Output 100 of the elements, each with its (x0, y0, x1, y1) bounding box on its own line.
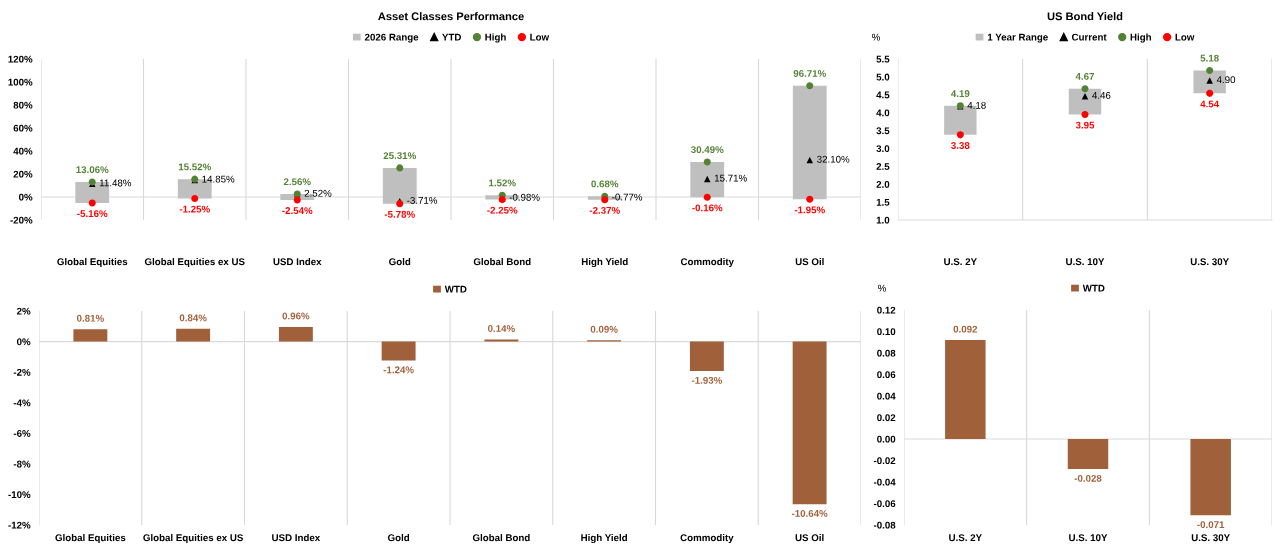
x-tick-label: Gold (387, 534, 410, 542)
y-tick-label: 120% (8, 55, 33, 63)
y-tick-label: 2% (16, 307, 31, 315)
data-label: -10.64% (791, 510, 828, 517)
x-tick-label: High Yield (581, 534, 627, 544)
y-tick-label: 4.5 (876, 91, 890, 99)
data-label: 0.14% (487, 325, 515, 332)
data-label: 14.85% (202, 175, 235, 183)
data-label: 4.54 (1200, 100, 1220, 108)
data-label: 15.71% (714, 174, 747, 182)
y-tick-label: 0% (19, 193, 33, 201)
data-label: 96.71% (793, 70, 826, 77)
data-label: -0.77% (612, 193, 643, 201)
point (191, 194, 199, 202)
point (396, 164, 404, 172)
point (703, 158, 711, 166)
y-tick-label: -6% (13, 430, 31, 437)
point (1206, 77, 1213, 84)
y-tick-label: -0.02 (873, 457, 896, 465)
y-tick-label: 5.0 (876, 73, 890, 81)
point (1206, 66, 1214, 74)
bar (484, 339, 519, 342)
y-tick-label: 0.06 (877, 371, 896, 379)
data-label: -3.71% (407, 196, 438, 204)
x-tick-label: U.S. 30Y (1190, 258, 1229, 266)
y-tick-label: 0.00 (877, 435, 896, 443)
x-tick-label: High Yield (581, 258, 628, 268)
data-label: 4.67 (1075, 72, 1095, 80)
data-label: 0.96% (282, 312, 310, 320)
x-tick-label: Global Bond (473, 258, 531, 266)
legend-label: WTD (444, 285, 467, 293)
data-label: 30.49% (690, 146, 724, 154)
y-tick-label: -8% (13, 460, 31, 468)
data-label: -1.95% (794, 206, 825, 214)
y-tick-label: 40% (13, 147, 33, 155)
legend-label: Low (1175, 33, 1195, 41)
data-label: 3.95 (1075, 121, 1095, 129)
data-label: 15.52% (178, 163, 211, 171)
point (956, 131, 964, 139)
data-label: -5.16% (77, 210, 108, 218)
chart-title: Asset Classes Performance (378, 12, 524, 21)
y-tick-label: 0.02 (877, 414, 896, 422)
point (1081, 110, 1089, 118)
data-label: 4.18 (967, 101, 986, 109)
y-tick-label: 2.5 (876, 163, 890, 170)
point (293, 196, 301, 204)
data-label: 4.19 (951, 90, 970, 97)
legend-label: Low (530, 33, 550, 41)
y-tick-label: 2.0 (876, 180, 890, 188)
bar (73, 329, 108, 342)
x-tick-label: U.S. 2Y (949, 534, 982, 542)
point (1206, 89, 1214, 97)
x-tick-label: Global Equities ex US (143, 534, 243, 544)
data-label: 11.48% (99, 179, 132, 187)
y-tick-label: -12% (8, 521, 31, 529)
y-tick-label: 4.0 (876, 109, 890, 117)
x-tick-label: Commodity (680, 534, 734, 544)
legend-label: Current (1071, 33, 1107, 41)
data-label: -0.071 (1197, 521, 1225, 529)
bar (792, 341, 827, 505)
point (806, 195, 814, 203)
data-label: -0.16% (692, 204, 723, 212)
y-tick-label: -10% (8, 491, 31, 499)
data-label: 32.10% (817, 155, 850, 163)
y-tick-label: 100% (8, 78, 33, 86)
y-tick-label: 0.04 (877, 392, 896, 400)
data-label: -5.78% (384, 210, 415, 218)
point (703, 193, 711, 201)
x-tick-label: USD Index (273, 258, 322, 266)
x-tick-label: Commodity (680, 258, 734, 268)
data-label: -1.25% (179, 205, 210, 213)
point (1081, 85, 1089, 93)
x-tick-label: Gold (389, 258, 411, 266)
y-tick-label: 3.5 (876, 127, 890, 135)
y-tick-label: -20% (10, 216, 33, 224)
x-tick-label: U.S. 10Y (1069, 534, 1108, 542)
y-tick-label: 20% (13, 170, 33, 178)
data-label: 2.56% (283, 178, 311, 186)
y-tick-label: 0.12 (877, 306, 896, 314)
data-label: 1.52% (489, 179, 516, 187)
x-tick-label: US Oil (795, 258, 824, 266)
y-tick-label: -2% (13, 368, 31, 376)
legend-label: YTD (442, 33, 461, 41)
point (703, 175, 711, 183)
legend-label: WTD (1082, 284, 1105, 292)
data-label: 0.84% (179, 314, 207, 322)
y-axis-title: % (872, 33, 880, 41)
data-label: 4.46 (1092, 91, 1111, 99)
data-label: 3.38 (951, 142, 970, 149)
data-label: 0.09% (590, 325, 618, 333)
data-label: 0.68% (591, 180, 619, 188)
y-tick-label: 1.5 (876, 198, 890, 206)
data-label: -2.37% (589, 206, 620, 214)
data-label: -1.93% (691, 376, 723, 384)
data-label: -0.028 (1074, 474, 1102, 482)
bar (381, 341, 416, 361)
y-tick-label: 1.0 (876, 216, 890, 224)
y-tick-label: -0.08 (873, 521, 896, 529)
data-label: 2.52% (304, 189, 332, 197)
y-tick-label: 80% (13, 101, 33, 109)
